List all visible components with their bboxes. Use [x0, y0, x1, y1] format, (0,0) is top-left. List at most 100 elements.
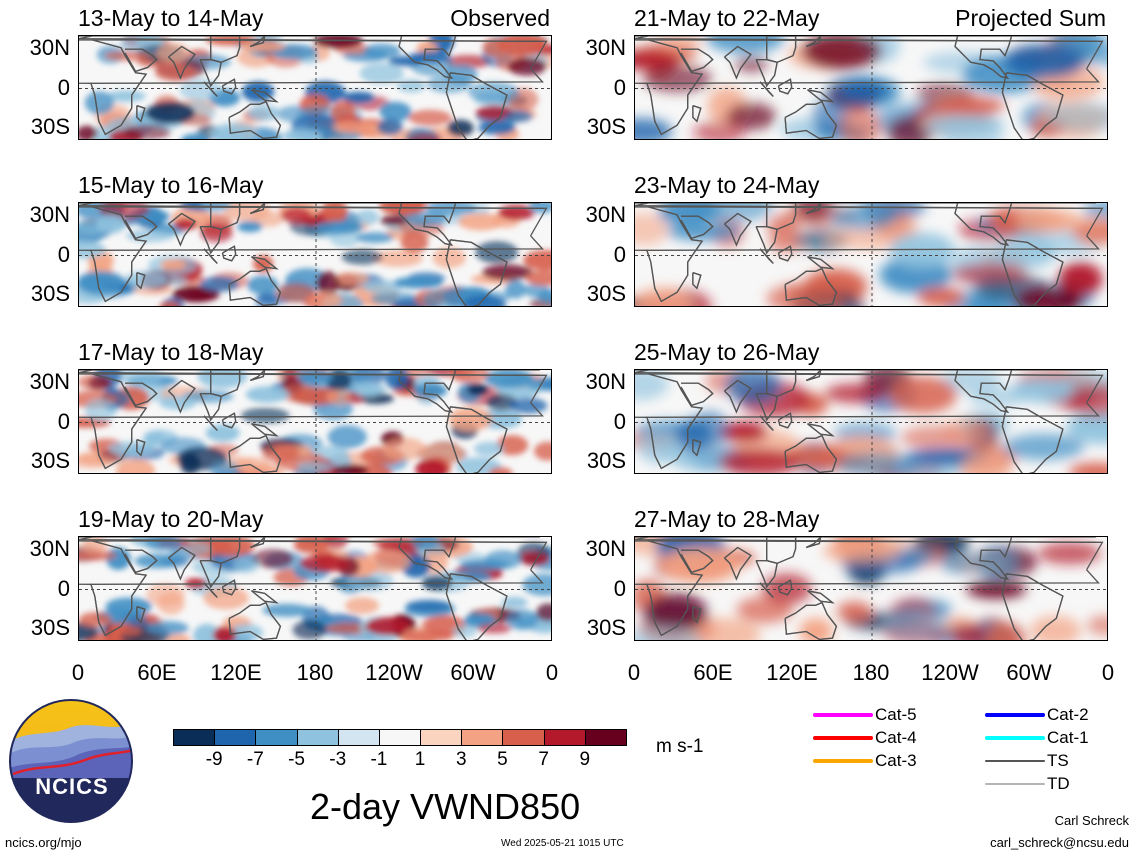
- colorbar-bin: [214, 729, 257, 746]
- panel-tag-0: Observed: [450, 5, 550, 31]
- colorbar-bin: [420, 729, 463, 746]
- lat-label: 0: [57, 408, 70, 434]
- lon-label: 180: [852, 660, 890, 685]
- lon-label: 120W: [921, 660, 979, 685]
- colorbar-units: m s-1: [656, 736, 704, 757]
- colorbar-bin: [461, 729, 504, 746]
- logo-text: NCICS: [35, 774, 109, 799]
- lat-label: 30S: [586, 614, 626, 640]
- colorbar-label: -9: [205, 749, 223, 770]
- lat-label: 30S: [586, 447, 626, 473]
- footer-timestamp: Wed 2025-05-21 1015 UTC: [501, 838, 624, 849]
- panel-map-7: [634, 536, 1108, 641]
- panel-date-7: 27-May to 28-May: [634, 506, 820, 532]
- colorbar-bin: [296, 729, 339, 746]
- colorbar-label: 9: [579, 749, 591, 770]
- lat-label: 30S: [586, 280, 626, 306]
- legend-swatch: [985, 736, 1045, 740]
- ncics-logo: NCICS: [9, 690, 135, 830]
- lon-label: 60W: [450, 660, 496, 685]
- lat-label: 30S: [586, 113, 626, 139]
- panel-map-2: [78, 202, 552, 307]
- legend-label: Cat-5: [875, 705, 917, 724]
- legend-label: TS: [1047, 751, 1069, 770]
- panel-date-5: 25-May to 26-May: [634, 339, 820, 365]
- lat-label: 30S: [30, 280, 70, 306]
- lat-label: 0: [613, 408, 626, 434]
- lat-label: 0: [613, 74, 626, 100]
- lat-label: 30S: [30, 113, 70, 139]
- lat-label: 30N: [29, 35, 70, 61]
- colorbar-label: 5: [497, 749, 508, 770]
- lat-label: 30N: [585, 369, 626, 395]
- lon-label: 120E: [766, 660, 818, 685]
- legend-label: Cat-1: [1047, 728, 1089, 747]
- panel-map-5: [634, 369, 1108, 474]
- panel-date-6: 19-May to 20-May: [78, 506, 264, 532]
- lon-label: 0: [71, 660, 85, 685]
- lat-label: 0: [57, 241, 70, 267]
- colorbar-bin: [502, 729, 545, 746]
- lat-label: 0: [613, 575, 626, 601]
- legend-swatch: [813, 713, 873, 717]
- lat-label: 0: [613, 241, 626, 267]
- lat-label: 30N: [585, 536, 626, 562]
- colorbar-bin: [543, 729, 586, 746]
- anomaly-field: [79, 370, 551, 473]
- lat-label: 30S: [30, 447, 70, 473]
- lat-label: 0: [57, 74, 70, 100]
- lat-label: 30N: [29, 369, 70, 395]
- lat-label: 30S: [30, 614, 70, 640]
- footer-author: Carl Schreck: [1054, 813, 1129, 828]
- lon-label: 180: [296, 660, 334, 685]
- colorbar-bin: [378, 729, 422, 746]
- panel-date-0: 13-May to 14-May: [78, 5, 264, 31]
- lon-label: 0: [1101, 660, 1115, 685]
- lat-label: 30N: [29, 536, 70, 562]
- legend-label: Cat-2: [1047, 705, 1089, 724]
- lat-label: 30N: [29, 202, 70, 228]
- lat-label: 30N: [585, 35, 626, 61]
- colorbar-bin: [173, 729, 216, 746]
- colorbar-label: -7: [246, 749, 264, 770]
- panel-tag-1: Projected Sum: [955, 5, 1106, 31]
- legend-swatch: [813, 759, 873, 763]
- legend-label: Cat-4: [875, 728, 917, 747]
- legend-swatch: [985, 713, 1045, 717]
- colorbar-bin: [255, 729, 298, 746]
- legend-swatch: [985, 783, 1045, 785]
- lon-label: 120W: [365, 660, 423, 685]
- colorbar-label: 1: [414, 749, 426, 770]
- lat-label: 0: [57, 575, 70, 601]
- panel-map-4: [78, 369, 552, 474]
- anomaly-field: [635, 537, 1107, 640]
- footer-url: ncics.org/mjo: [5, 835, 82, 850]
- panel-map-0: [78, 35, 552, 140]
- anomaly-field: [635, 36, 1107, 139]
- colorbar-label: 7: [538, 749, 549, 770]
- colorbar-bin: [337, 729, 380, 746]
- footer-email: carl_schreck@ncsu.edu: [990, 835, 1129, 850]
- anomaly-field: [79, 36, 551, 139]
- lon-label: 120E: [210, 660, 262, 685]
- anomaly-field: [79, 537, 551, 640]
- panel-date-4: 17-May to 18-May: [78, 339, 264, 365]
- panel-map-6: [78, 536, 552, 641]
- lon-label: 60E: [693, 660, 733, 685]
- legend-swatch: [813, 736, 873, 740]
- anomaly-field: [635, 203, 1107, 306]
- legend-label: TD: [1047, 774, 1070, 793]
- colorbar-label: -5: [288, 749, 305, 770]
- colorbar-label: -3: [329, 749, 347, 770]
- panel-map-1: [634, 35, 1108, 140]
- legend-swatch: [985, 760, 1045, 762]
- lon-label: 0: [545, 660, 559, 685]
- colorbar-bin: [584, 729, 627, 746]
- panel-date-1: 21-May to 22-May: [634, 5, 820, 31]
- legend-label: Cat-3: [875, 751, 917, 770]
- panel-date-3: 23-May to 24-May: [634, 172, 820, 198]
- panel-map-3: [634, 202, 1108, 307]
- lon-label: 60W: [1006, 660, 1052, 685]
- colorbar-label: -1: [370, 749, 388, 770]
- lat-label: 30N: [585, 202, 626, 228]
